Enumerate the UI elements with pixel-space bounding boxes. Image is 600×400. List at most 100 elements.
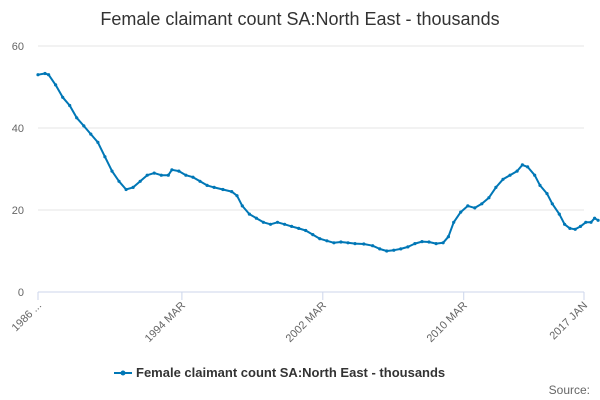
data-point[interactable]: [191, 175, 195, 179]
data-point[interactable]: [254, 216, 258, 220]
y-axis-ticks: 0 20 40 60: [12, 41, 24, 299]
data-point[interactable]: [110, 169, 114, 173]
data-point[interactable]: [138, 179, 142, 183]
data-point[interactable]: [538, 183, 542, 187]
data-point[interactable]: [441, 241, 445, 245]
y-tick-label: 20: [12, 205, 24, 217]
data-point[interactable]: [304, 228, 308, 233]
data-point[interactable]: [526, 165, 530, 169]
data-point[interactable]: [593, 216, 597, 220]
data-point[interactable]: [131, 185, 135, 189]
series-layer: [36, 71, 600, 253]
data-point[interactable]: [75, 116, 79, 120]
data-point[interactable]: [520, 163, 525, 167]
data-point[interactable]: [152, 171, 156, 175]
data-point[interactable]: [89, 132, 93, 136]
data-point[interactable]: [61, 95, 65, 99]
data-point[interactable]: [589, 220, 593, 224]
legend-marker: [120, 370, 126, 376]
data-point[interactable]: [515, 169, 519, 173]
data-point[interactable]: [240, 204, 244, 208]
data-point[interactable]: [159, 173, 163, 177]
data-point[interactable]: [362, 242, 366, 246]
data-point[interactable]: [420, 240, 424, 244]
data-point[interactable]: [297, 226, 301, 230]
data-point[interactable]: [47, 73, 51, 77]
data-point[interactable]: [311, 233, 315, 237]
data-point[interactable]: [434, 242, 438, 246]
data-point[interactable]: [221, 187, 225, 192]
data-point[interactable]: [54, 83, 58, 87]
data-point[interactable]: [466, 204, 470, 208]
data-point[interactable]: [413, 242, 417, 246]
data-point[interactable]: [166, 173, 170, 177]
x-tick-label: 2017 JAN: [547, 300, 590, 343]
series-line[interactable]: [37, 72, 599, 252]
data-point[interactable]: [235, 194, 239, 198]
data-point[interactable]: [290, 224, 294, 228]
data-point[interactable]: [473, 206, 477, 210]
data-point[interactable]: [82, 124, 86, 128]
data-point[interactable]: [68, 103, 72, 108]
data-point[interactable]: [501, 177, 505, 181]
legend[interactable]: Female claimant count SA:North East - th…: [114, 365, 445, 380]
data-point[interactable]: [145, 173, 149, 177]
credits-text[interactable]: Source:: [549, 383, 590, 397]
data-point[interactable]: [205, 183, 209, 187]
data-point[interactable]: [446, 235, 450, 239]
legend-label[interactable]: Female claimant count SA:North East - th…: [136, 365, 445, 380]
data-point[interactable]: [261, 220, 265, 224]
data-point[interactable]: [198, 179, 202, 183]
data-point[interactable]: [36, 73, 40, 77]
data-point[interactable]: [399, 247, 403, 251]
data-point[interactable]: [230, 190, 234, 194]
data-point[interactable]: [177, 169, 181, 173]
data-point[interactable]: [43, 71, 47, 76]
data-point[interactable]: [325, 239, 329, 243]
data-point[interactable]: [508, 173, 512, 177]
data-point[interactable]: [275, 220, 280, 224]
data-point[interactable]: [392, 248, 396, 252]
x-tick-label: 2010 MAR: [425, 300, 470, 345]
data-point[interactable]: [545, 192, 549, 196]
data-point[interactable]: [378, 247, 382, 251]
data-point[interactable]: [427, 240, 431, 244]
data-point[interactable]: [353, 242, 357, 246]
data-point[interactable]: [406, 245, 410, 249]
data-point[interactable]: [385, 249, 389, 253]
data-point[interactable]: [96, 140, 100, 144]
data-point[interactable]: [247, 212, 251, 216]
data-point[interactable]: [480, 202, 484, 206]
data-point[interactable]: [459, 210, 463, 214]
data-point[interactable]: [550, 202, 554, 206]
data-point[interactable]: [452, 220, 456, 224]
data-point[interactable]: [494, 185, 498, 189]
data-point[interactable]: [184, 173, 188, 177]
data-point[interactable]: [371, 244, 375, 248]
y-tick-label: 40: [12, 123, 24, 135]
x-tick-label: 1986 ...: [10, 300, 44, 334]
data-point[interactable]: [117, 179, 121, 183]
y-tick-label: 60: [12, 41, 24, 53]
data-point[interactable]: [563, 222, 567, 226]
data-point[interactable]: [332, 241, 336, 245]
data-point[interactable]: [596, 218, 600, 222]
data-point[interactable]: [124, 187, 128, 192]
data-point[interactable]: [283, 222, 287, 226]
chart-title: Female claimant count SA:North East - th…: [100, 9, 499, 29]
data-point[interactable]: [170, 168, 174, 172]
data-point[interactable]: [339, 240, 343, 244]
data-point[interactable]: [578, 224, 583, 228]
data-point[interactable]: [573, 227, 577, 231]
data-point[interactable]: [533, 173, 537, 177]
data-point[interactable]: [568, 226, 572, 230]
data-point[interactable]: [584, 220, 588, 224]
data-point[interactable]: [487, 196, 491, 200]
data-point[interactable]: [557, 212, 561, 216]
data-point[interactable]: [103, 155, 107, 159]
data-point[interactable]: [212, 185, 216, 189]
data-point[interactable]: [346, 241, 350, 245]
data-point[interactable]: [318, 237, 322, 241]
y-tick-label: 0: [18, 287, 24, 299]
data-point[interactable]: [268, 222, 273, 226]
